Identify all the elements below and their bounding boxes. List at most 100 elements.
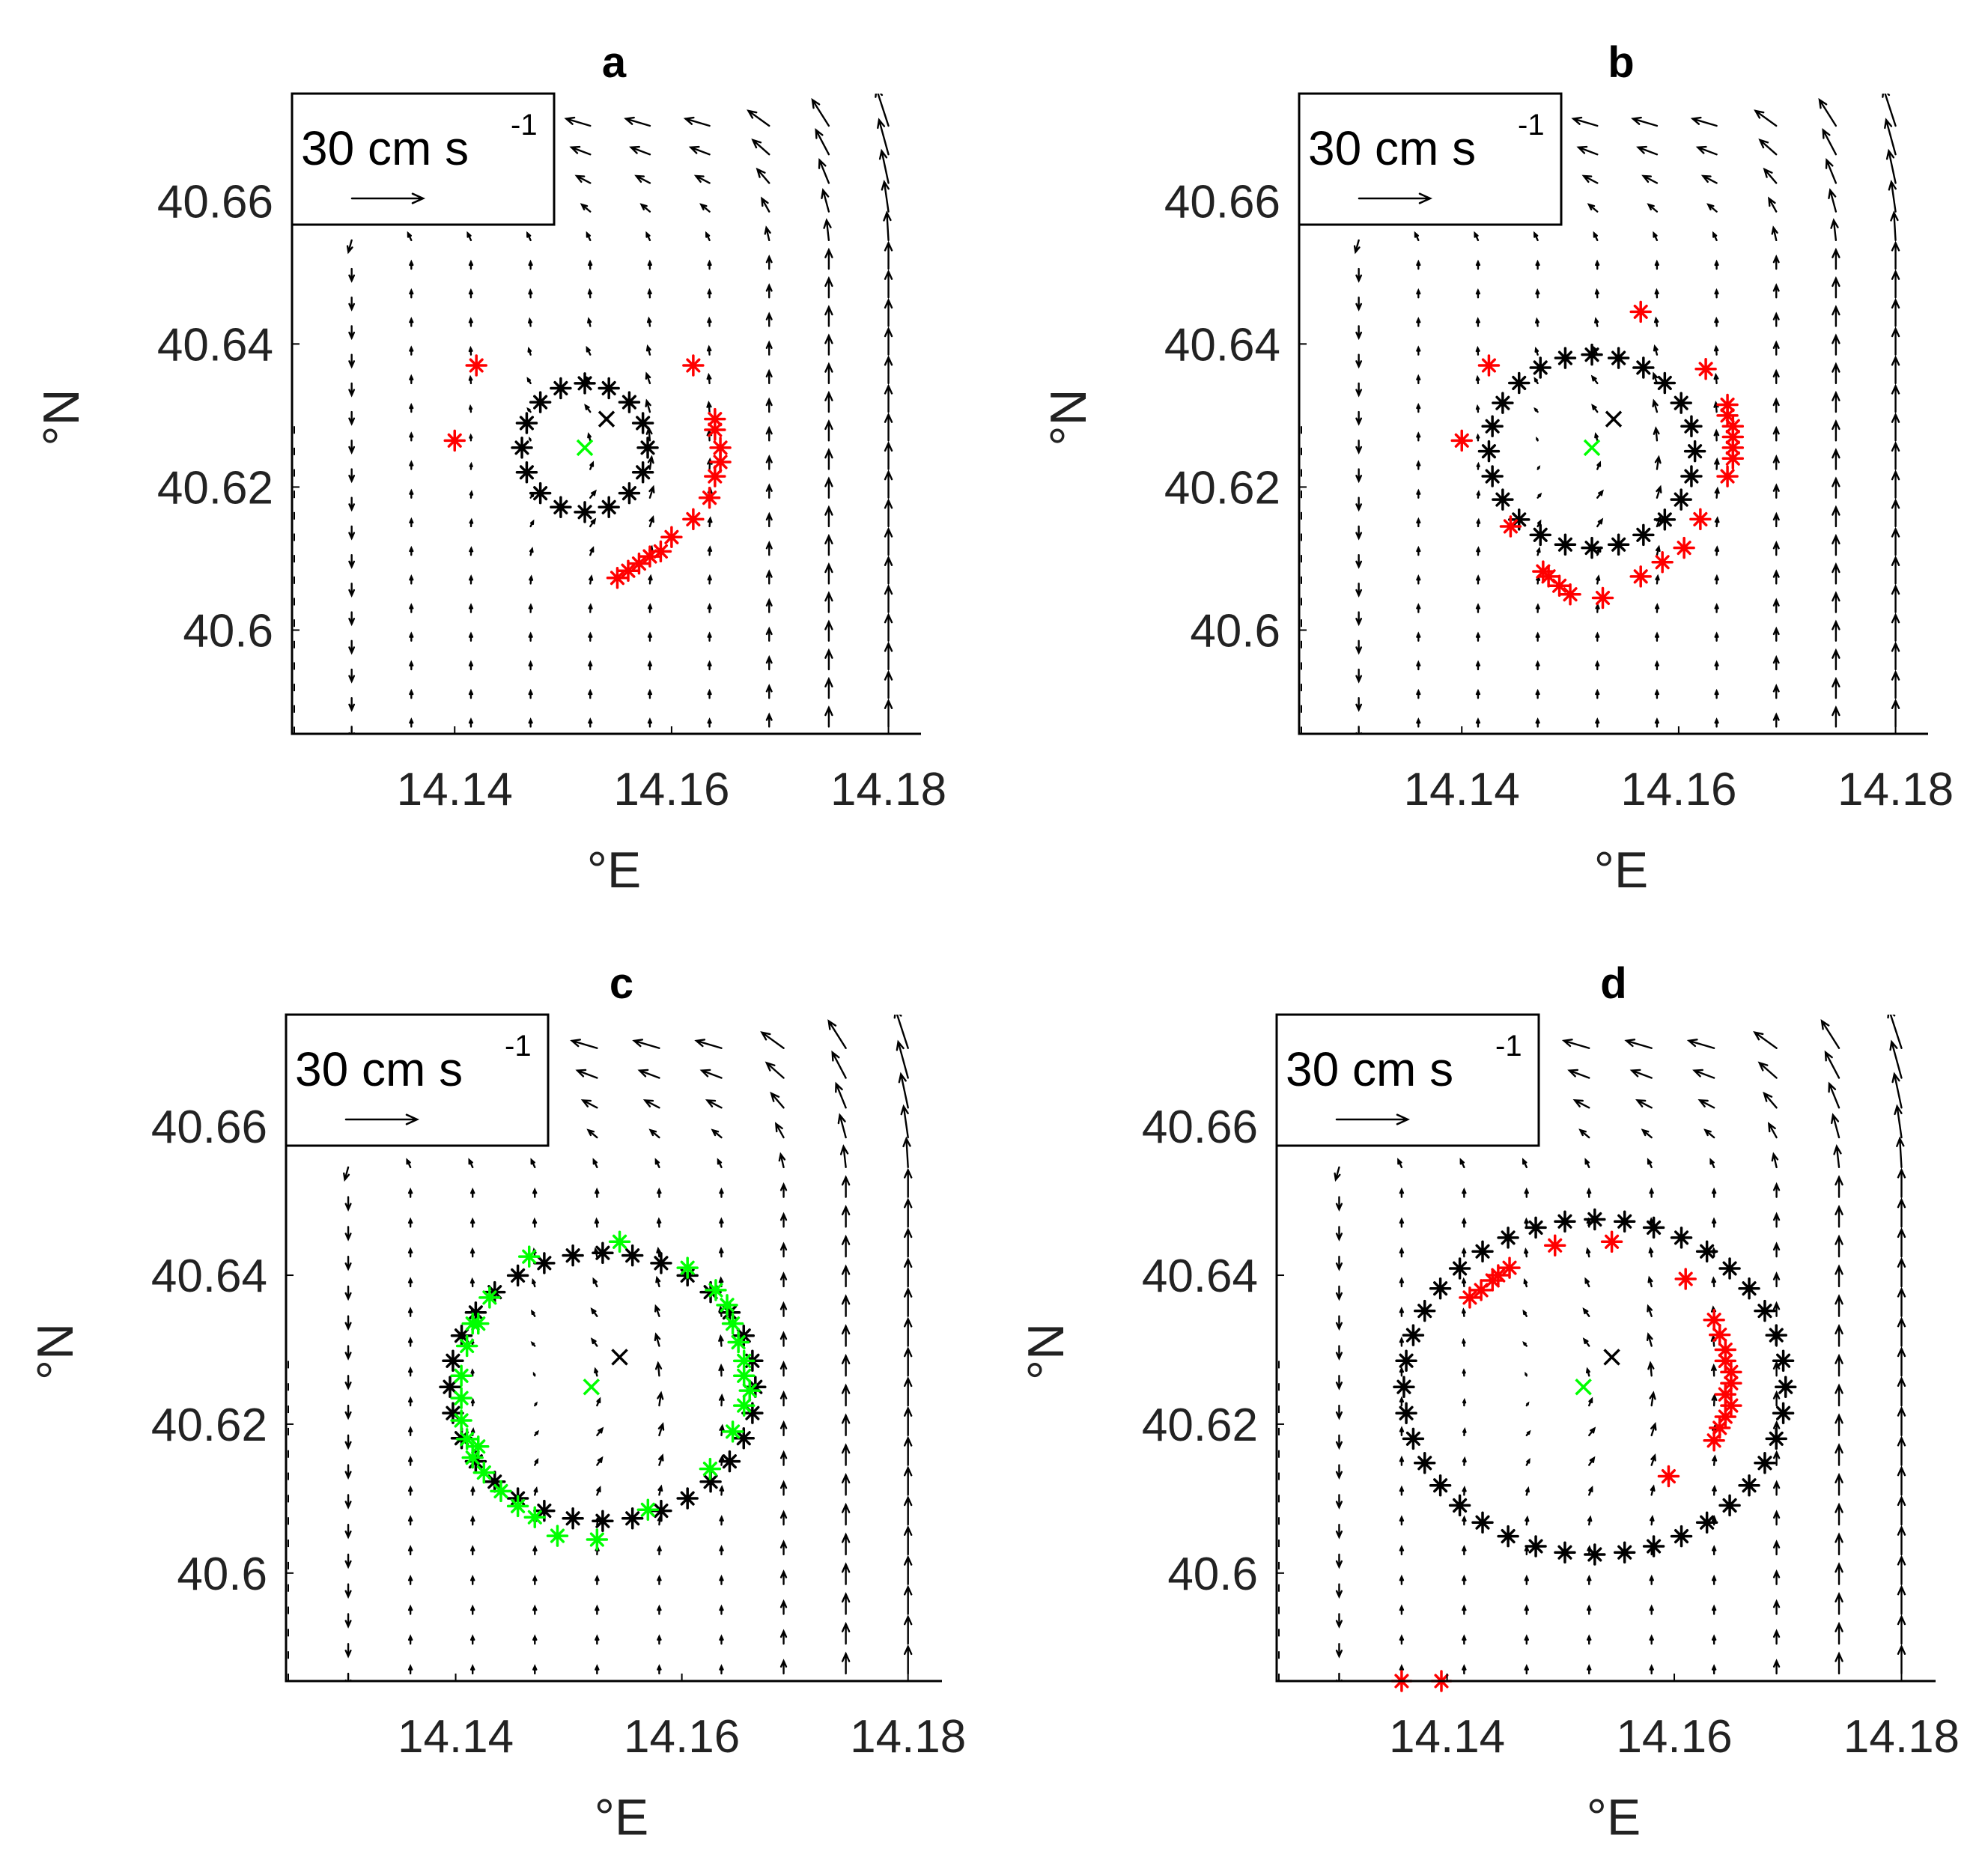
contour-marker <box>1670 1525 1693 1548</box>
current-vector <box>526 407 532 413</box>
current-vector <box>1772 1271 1781 1288</box>
current-vector <box>765 654 773 671</box>
red-particle <box>1450 429 1473 452</box>
current-vector <box>718 1334 724 1347</box>
y-axis-label: °N <box>1040 389 1097 446</box>
current-vector <box>841 1324 851 1347</box>
current-vector <box>1355 496 1363 512</box>
contour-marker <box>1497 1227 1519 1249</box>
contour-marker <box>511 437 533 459</box>
current-vector <box>1335 1345 1343 1361</box>
current-vector <box>1335 1404 1343 1420</box>
current-vector <box>1654 259 1659 270</box>
current-vector <box>1595 660 1600 671</box>
current-vector <box>348 468 356 484</box>
current-vector <box>1595 688 1600 699</box>
current-vector <box>1714 603 1719 613</box>
current-vector <box>1399 1604 1405 1615</box>
current-vector <box>1714 574 1719 585</box>
current-vector <box>1772 569 1780 585</box>
current-vector <box>1835 1175 1843 1198</box>
current-vector <box>841 1264 851 1288</box>
current-vector <box>529 436 532 442</box>
current-vector <box>344 1494 352 1510</box>
current-vector <box>1596 574 1601 585</box>
current-vector <box>707 316 712 327</box>
current-vector <box>1831 1113 1840 1139</box>
current-vector <box>1587 1574 1592 1585</box>
current-vector <box>718 1363 725 1377</box>
current-vector <box>1771 225 1778 242</box>
contour-marker <box>574 501 596 523</box>
contour-marker <box>1395 1402 1417 1424</box>
current-vector <box>718 1393 725 1407</box>
current-vector <box>592 1158 598 1169</box>
panel-title: d <box>1600 959 1626 1008</box>
current-vector <box>1416 688 1421 699</box>
current-vector <box>1649 1391 1656 1407</box>
current-vector <box>532 1574 538 1585</box>
contour-marker <box>1402 1427 1425 1450</box>
panel-title: b <box>1608 38 1634 87</box>
current-vector <box>841 1562 851 1585</box>
current-vector <box>596 1456 604 1466</box>
current-vector <box>1624 1039 1653 1049</box>
contour-marker <box>1471 1240 1494 1262</box>
current-vector <box>1897 1525 1906 1556</box>
current-vector <box>1475 574 1481 585</box>
red-particle <box>709 437 732 459</box>
current-vector <box>409 488 414 499</box>
current-vector <box>719 1484 725 1496</box>
x-tick-label: 14.14 <box>1404 764 1520 815</box>
current-vector <box>1711 1276 1717 1288</box>
current-vector <box>468 603 474 613</box>
current-vector <box>837 1113 847 1139</box>
current-vector <box>824 419 833 442</box>
current-vector <box>1713 372 1719 385</box>
current-vector <box>1835 1591 1843 1615</box>
current-vector <box>470 1634 475 1645</box>
current-vector <box>1655 544 1661 556</box>
current-vector <box>348 525 356 541</box>
current-vector <box>841 1294 851 1317</box>
current-vector <box>1462 1604 1467 1615</box>
current-vector <box>707 717 712 728</box>
current-vector <box>824 591 833 613</box>
panel-title: c <box>610 959 633 1008</box>
red-particle <box>639 545 661 568</box>
contour-marker <box>1508 508 1530 531</box>
current-vector <box>409 660 414 671</box>
scale-unit-text: 30 cm s <box>301 121 469 175</box>
current-vector <box>655 1275 661 1288</box>
contour-marker <box>1680 465 1703 487</box>
contour-marker <box>1492 392 1514 414</box>
current-vector <box>1835 1502 1843 1526</box>
current-vector <box>765 425 773 442</box>
current-vector <box>1650 1484 1656 1496</box>
current-vector <box>588 688 593 699</box>
current-vector <box>878 148 890 184</box>
current-vector <box>1891 469 1900 499</box>
contour-marker <box>1670 488 1692 511</box>
current-vector <box>1416 288 1421 299</box>
current-vector <box>1891 555 1900 585</box>
current-vector <box>409 402 414 413</box>
current-vector <box>1714 660 1719 671</box>
current-vector <box>1335 1553 1343 1569</box>
contour-marker <box>1670 392 1692 414</box>
current-vector <box>1897 1197 1906 1228</box>
current-vector <box>719 1634 724 1645</box>
current-vector <box>1891 584 1900 613</box>
current-vector <box>1525 1458 1530 1466</box>
scale-unit-text: 30 cm s <box>295 1042 463 1096</box>
current-vector <box>835 1081 847 1109</box>
contour-marker <box>1525 1535 1547 1558</box>
contour-marker <box>1774 1376 1797 1398</box>
green-center-cross <box>1583 439 1601 457</box>
green-particle <box>732 1394 756 1417</box>
current-vector <box>824 305 833 327</box>
current-vector <box>647 288 652 299</box>
current-vector <box>751 139 770 156</box>
x-tick-label: 14.16 <box>613 764 729 815</box>
current-vector <box>824 362 833 385</box>
